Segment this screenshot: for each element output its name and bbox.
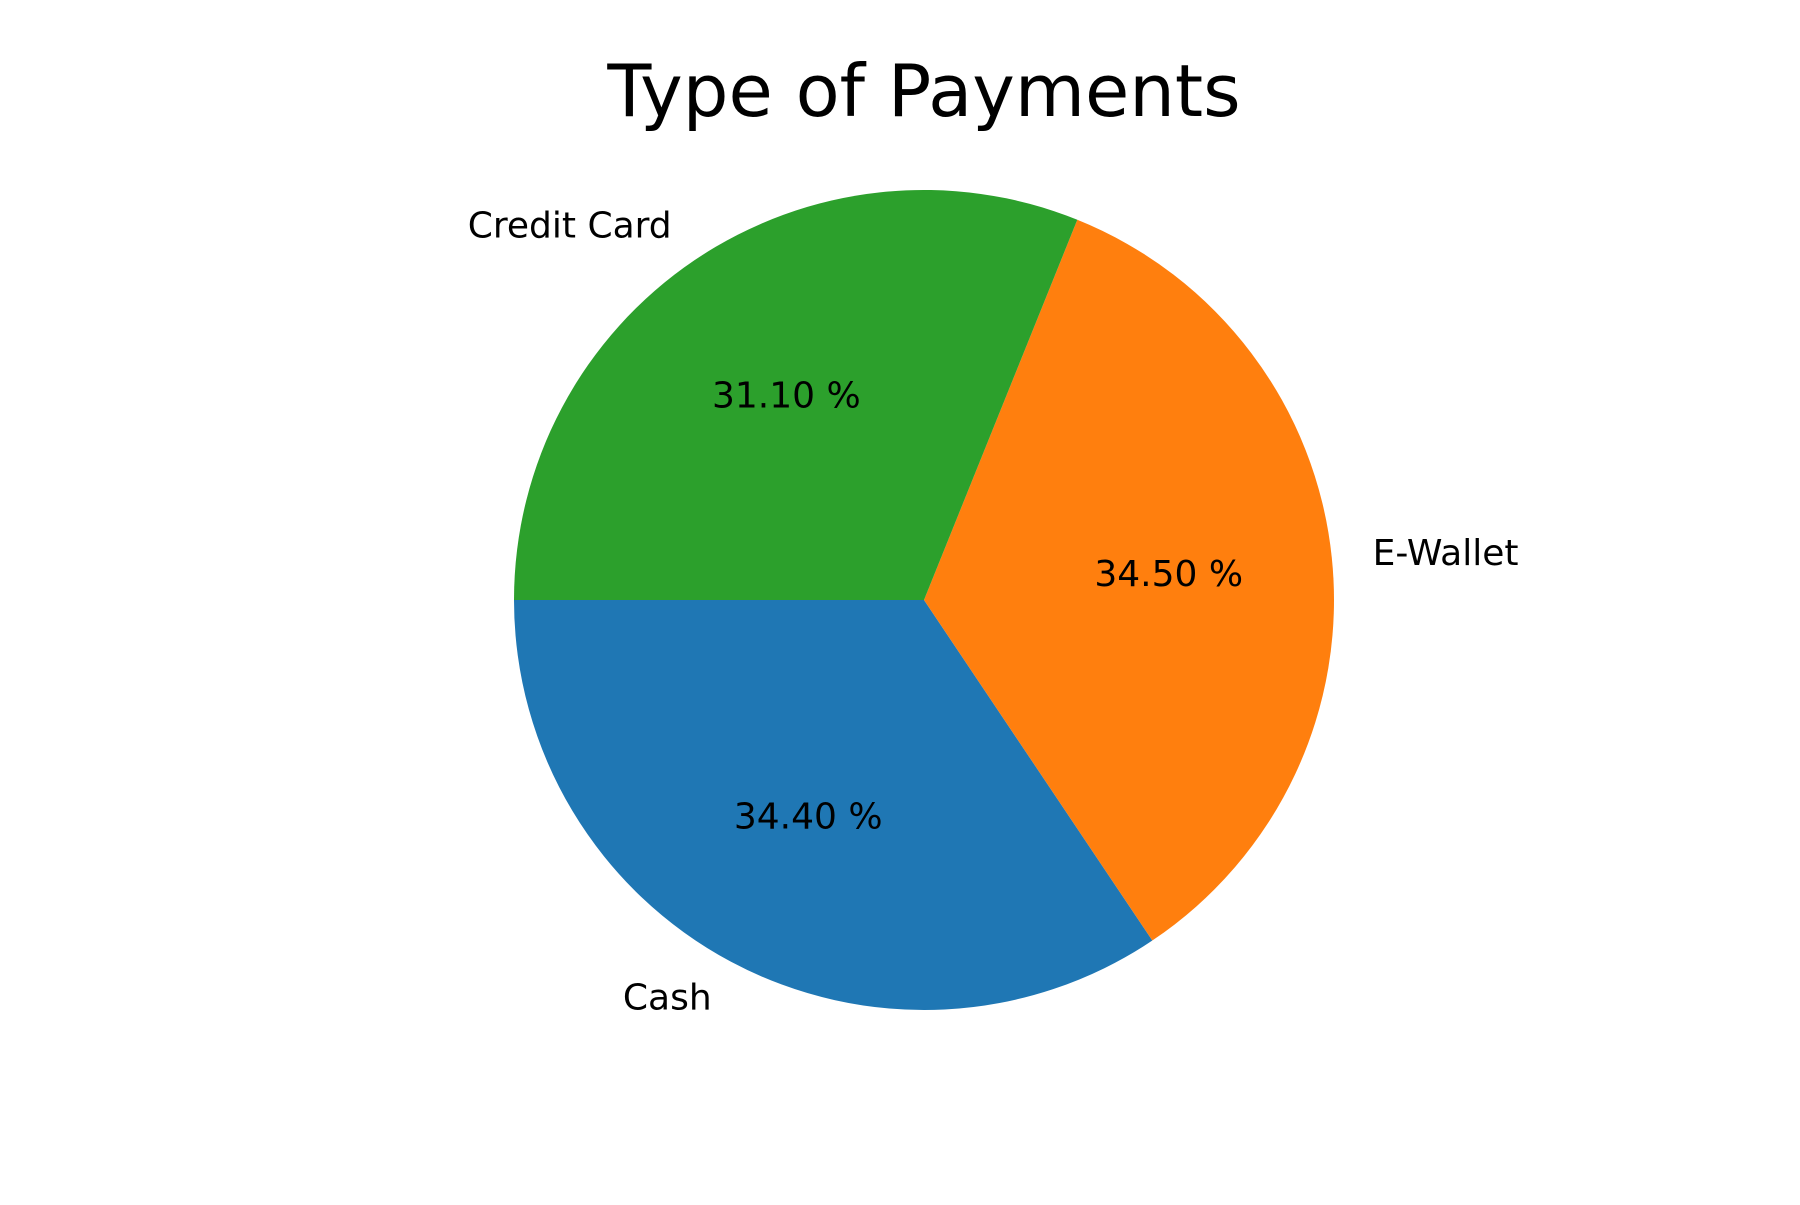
pie-slice-credit-card [514,190,1078,600]
pie-category-label-cash: Cash [623,977,712,1018]
pie-labels: 34.40 % Cash 34.50 % E-Wallet 31.10 % Credit … [468,206,1519,1019]
pie-slice-cash [514,600,1153,1010]
pie-percent-label-cash: 34.40 % [734,797,883,838]
chart-title: Type of Payments [606,49,1240,133]
pie-percent-label-credit-card: 31.10 % [712,376,861,417]
pie-percent-label-e-wallet: 34.50 % [1094,554,1243,595]
pie-slice-e-wallet [924,219,1334,941]
pie-slices [514,190,1334,1010]
pie-category-label-e-wallet: E-Wallet [1373,533,1519,574]
pie-category-label-credit-card: Credit Card [468,206,672,247]
